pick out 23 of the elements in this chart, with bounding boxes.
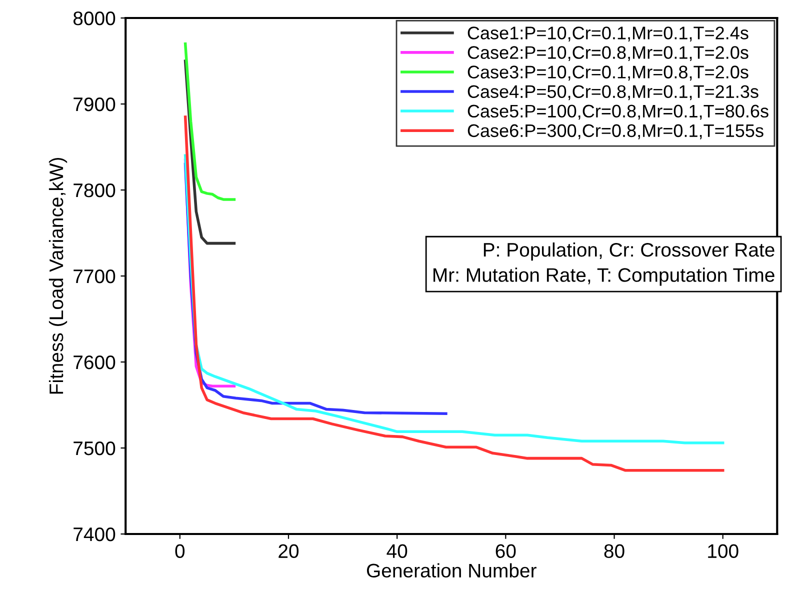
legend-label: Case4:P=50,Cr=0.8,Mr=0.1,T=21.3s — [468, 85, 758, 100]
x-tick-label: 20 — [278, 544, 299, 558]
x-tick-label: 80 — [604, 544, 624, 558]
y-tick-label: 7400 — [74, 527, 116, 542]
legend-label: Case1:P=10,Cr=0.1,Mr=0.1,T=2.4s — [468, 26, 748, 42]
y-tick-label: 7600 — [74, 355, 116, 370]
legend-label: Case2:P=10,Cr=0.8,Mr=0.1,T=2.0s — [468, 46, 748, 62]
legend-label: Case5:P=100,Cr=0.8,Mr=0.1,T=80.6s — [468, 104, 768, 120]
x-tick-label: 0 — [175, 544, 185, 558]
x-tick-label: 40 — [386, 544, 408, 558]
annotation: P: Population, Cr: Crossover Rate Mr: Mutation Rate, T: Computation Time — [434, 242, 774, 286]
legend-label: Case3:P=10,Cr=0.1,Mr=0.8,T=2.0s — [468, 66, 748, 81]
y-axis-title: Fitness (Load Variance,kW) — [48, 158, 68, 394]
x-tick-label: 60 — [496, 544, 516, 558]
y-tick-label: 8000 — [73, 11, 116, 26]
line-series — [184, 42, 236, 201]
y-tick-label: 7700 — [74, 269, 116, 284]
x-axis-title: Generation Number — [366, 563, 536, 578]
y-tick-label: 7900 — [74, 97, 116, 112]
legend-label: Case6:P=300,Cr=0.8,Mr=0.1,T=155s — [468, 124, 764, 140]
y-tick-label: 7500 — [74, 441, 116, 456]
x-tick-label: 100 — [708, 544, 738, 558]
y-tick-label: 7800 — [74, 183, 116, 198]
